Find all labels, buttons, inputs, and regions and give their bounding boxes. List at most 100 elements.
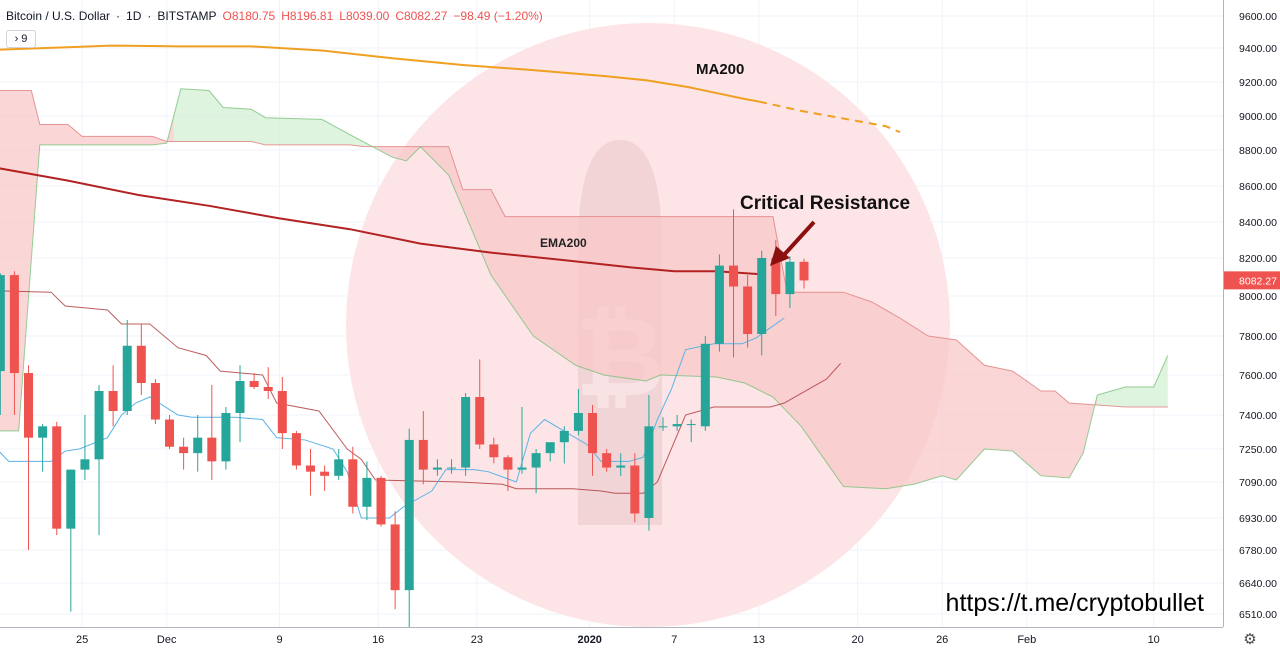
candle-body (573, 413, 583, 431)
time-tick-label: 20 (851, 634, 863, 646)
candle-body (729, 265, 739, 287)
candle (277, 377, 287, 449)
candle (306, 449, 316, 496)
candle (404, 428, 414, 631)
watermark-url: https://t.me/cryptobullet (945, 589, 1204, 617)
candle-body (447, 467, 457, 469)
time-axis[interactable]: 25 Dec 9 16 23 2020 7 13 20 26 Feb 10 (0, 627, 1223, 650)
indicator-count: 9 (21, 33, 28, 45)
gear-icon[interactable]: ⚙ (1243, 631, 1257, 648)
candle-body (672, 424, 682, 427)
interval-label[interactable]: 1D (126, 9, 142, 23)
exchange-label: BITSTAMP (157, 9, 217, 23)
price-axis[interactable]: 9600.00 9400.00 9200.00 9000.00 8800.00 8600.… (1223, 0, 1280, 627)
candle (630, 453, 640, 523)
candle (644, 395, 654, 531)
candle-body (136, 345, 146, 383)
candle (24, 365, 34, 550)
candle (136, 324, 146, 395)
ohlc-high: H8196.81 (281, 9, 334, 23)
last-price-badge (1224, 271, 1280, 290)
time-tick-label: 25 (76, 634, 88, 646)
candle-body (461, 397, 471, 468)
candle-body (644, 426, 654, 518)
price-tick-label: 8200.00 (1239, 253, 1277, 265)
candle (390, 511, 400, 610)
candle-body (771, 258, 781, 295)
annotations: MA200 EMA200 Critical Resistance (540, 61, 910, 266)
price-tick-label: 7250.00 (1239, 444, 1277, 456)
time-tick-label: 10 (1148, 634, 1160, 646)
ma200-forecast-line (758, 100, 901, 134)
candle-body (179, 446, 189, 454)
candle (221, 407, 231, 470)
candle-body (66, 469, 76, 529)
price-tick-label: 7800.00 (1239, 331, 1277, 343)
candle (447, 459, 457, 474)
indicator-lines (0, 44, 901, 519)
candle-body (249, 381, 259, 387)
candle-body (743, 286, 753, 334)
price-tick-label: 7090.00 (1239, 477, 1277, 489)
candle-body (517, 467, 527, 470)
tenkan-line (0, 317, 785, 519)
candle (9, 271, 19, 415)
candle (503, 455, 513, 491)
candle (729, 209, 739, 358)
candle (108, 365, 118, 427)
candle (714, 254, 724, 352)
kijun-line (0, 290, 842, 494)
candle-body (489, 444, 499, 458)
price-tick-label: 9200.00 (1239, 77, 1277, 89)
candle-body (602, 453, 612, 468)
candle-body (24, 373, 34, 438)
candle (0, 273, 5, 415)
candle (573, 389, 583, 436)
candle (179, 437, 189, 470)
candle-body (432, 467, 442, 470)
price-tick-label: 8400.00 (1239, 217, 1277, 229)
candle-body (80, 459, 90, 470)
candle (517, 407, 527, 474)
candle-body (150, 383, 160, 420)
ohlc-change: −98.49 (−1.20%) (453, 9, 543, 23)
candle (757, 250, 767, 356)
candle (38, 424, 48, 472)
candle (461, 393, 471, 476)
price-tick-label: 9000.00 (1239, 111, 1277, 123)
chevron-right-icon: › (14, 33, 19, 45)
candle-body (658, 426, 668, 428)
time-tick-label: Feb (1017, 634, 1036, 646)
ohlc-low: L8039.00 (339, 9, 390, 23)
price-tick-label: 8800.00 (1239, 145, 1277, 157)
candle-body (630, 465, 640, 514)
candle (263, 367, 273, 399)
candle (489, 437, 499, 464)
candle-body (588, 413, 598, 454)
candle (799, 258, 809, 289)
candle (432, 459, 442, 476)
candle (334, 449, 344, 480)
candle-body (291, 433, 301, 466)
candle (165, 415, 175, 449)
symbol-name[interactable]: Bitcoin / U.S. Dollar (6, 9, 111, 23)
time-tick-label: 7 (671, 634, 677, 646)
symbol-header: Bitcoin / U.S. Dollar · 1D · BITSTAMP O8… (6, 9, 543, 23)
candle-body (193, 437, 203, 454)
candle (616, 453, 626, 476)
price-tick-label: 7400.00 (1239, 410, 1277, 422)
candle-body (277, 391, 287, 434)
time-tick-label: 26 (936, 634, 948, 646)
price-tick-label: 6780.00 (1239, 545, 1277, 557)
candle (150, 379, 160, 425)
senkou-a-line (0, 90, 1168, 408)
price-tick-label: 6930.00 (1239, 513, 1277, 525)
cloud-fill (0, 90, 174, 431)
cloud-fill (378, 146, 1098, 489)
indicators-toggle-button[interactable]: › 9 (6, 30, 36, 48)
price-tick-label: 9400.00 (1239, 43, 1277, 55)
candle (700, 336, 710, 431)
candle-body (376, 477, 386, 525)
